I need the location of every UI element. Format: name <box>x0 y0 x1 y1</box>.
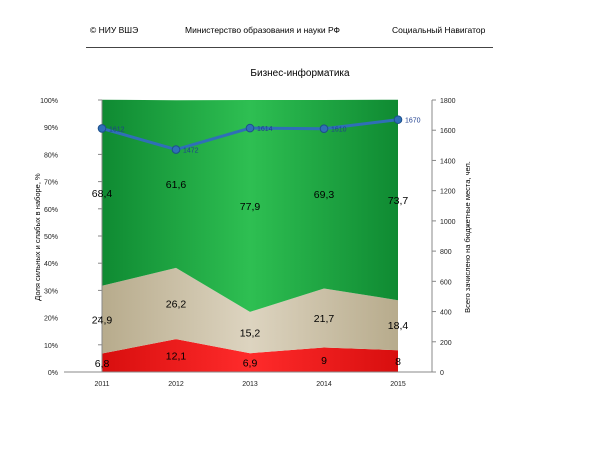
data-label: 24,9 <box>92 315 113 327</box>
line-point <box>245 123 255 133</box>
y-left-tick-label: 10% <box>44 343 58 350</box>
data-label: 73,7 <box>388 195 409 207</box>
y-left-tick-label: 70% <box>44 180 58 187</box>
data-label: 9 <box>321 355 327 367</box>
y-left-tick-label: 80% <box>44 152 58 159</box>
x-tick-label: 2013 <box>242 381 258 388</box>
data-label: 15,2 <box>240 328 261 340</box>
line-data-label: 1610 <box>331 127 347 134</box>
x-tick-label: 2015 <box>390 381 406 388</box>
y-left-tick-label: 90% <box>44 125 58 132</box>
line-data-label: 1670 <box>405 118 421 125</box>
data-label: 21,7 <box>314 313 335 325</box>
y-left-axis-title: Доля сильных и слабых в наборе, % <box>33 173 42 301</box>
y-left-tick-label: 0% <box>48 370 58 377</box>
x-tick-label: 2014 <box>316 381 332 388</box>
y-left-tick-label: 50% <box>44 234 58 241</box>
data-label: 6,8 <box>95 358 110 370</box>
data-label: 6,9 <box>243 358 258 370</box>
y-left-tick-label: 60% <box>44 207 58 214</box>
y-right-tick-label: 1200 <box>440 189 456 196</box>
data-label: 26,2 <box>166 298 187 310</box>
y-left-tick-label: 30% <box>44 288 58 295</box>
y-right-tick-label: 800 <box>440 249 452 256</box>
data-label: 12,1 <box>166 351 187 363</box>
x-tick-label: 2011 <box>94 381 109 388</box>
y-right-tick-label: 1400 <box>440 158 456 165</box>
data-label: 8 <box>395 356 401 368</box>
y-left-tick-label: 100% <box>40 98 58 105</box>
line-point <box>97 124 107 133</box>
header-right: Социальный Навигатор <box>392 25 486 35</box>
y-right-axis-title: Всего зачислено на бюджетные места, чел. <box>463 161 472 313</box>
y-right-tick-label: 400 <box>440 310 452 317</box>
y-right-tick-label: 1800 <box>440 98 456 105</box>
y-right-tick-label: 0 <box>440 370 444 377</box>
data-label: 61,6 <box>166 179 187 191</box>
line-point <box>171 145 181 154</box>
line-data-label: 1614 <box>257 126 273 133</box>
data-label: 68,4 <box>92 188 113 200</box>
y-right-tick-label: 600 <box>440 279 452 286</box>
y-right-tick-label: 200 <box>440 340 452 347</box>
line-data-label: 1472 <box>183 148 199 155</box>
header-left: © НИУ ВШЭ <box>90 25 139 35</box>
y-left-tick-label: 20% <box>44 316 58 323</box>
header-divider <box>86 47 493 48</box>
area-series-1 <box>102 339 398 372</box>
y-left-tick-label: 40% <box>44 261 58 268</box>
y-right-tick-label: 1600 <box>440 128 456 135</box>
y-right-tick-label: 1000 <box>440 219 456 226</box>
data-label: 69,3 <box>314 189 335 201</box>
data-label: 18,4 <box>388 320 409 332</box>
chart-title: Бизнес-информатика <box>250 68 350 79</box>
x-tick-label: 2012 <box>168 381 184 388</box>
header-center: Министерство образования и науки РФ <box>185 25 341 35</box>
area-series-2 <box>102 267 398 354</box>
line-point <box>319 124 329 134</box>
line-point <box>393 115 403 124</box>
data-label: 77,9 <box>240 201 261 213</box>
line-data-label: 1612 <box>109 126 125 133</box>
